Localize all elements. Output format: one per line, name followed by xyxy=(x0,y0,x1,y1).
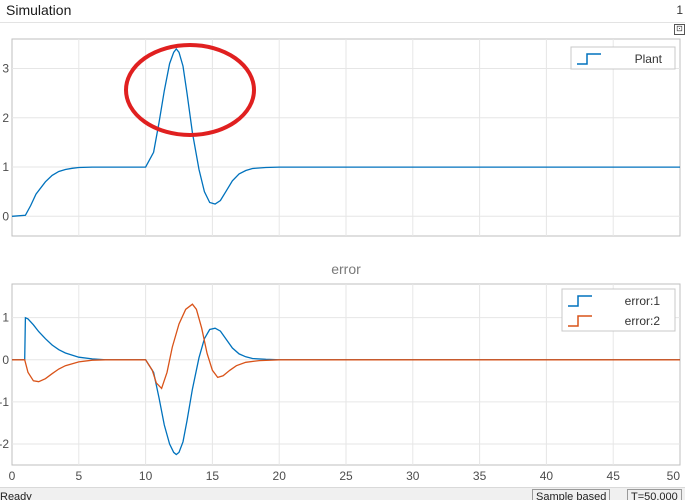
highlight-ellipse xyxy=(124,43,256,137)
x-tick-label: 15 xyxy=(206,469,220,483)
legend-error2-swatch xyxy=(568,315,592,327)
y-tick-label: -1 xyxy=(0,395,9,409)
plant-legend-box xyxy=(570,46,676,70)
scope-plots: 0 1 2 3 Plant error -2 -1 0 1 0 5 10 15 20 25 30 35 40… xyxy=(0,38,681,483)
sim-time-indicator: T=50.000 xyxy=(627,489,682,500)
x-tick-label: 5 xyxy=(75,469,82,483)
x-tick-label: 30 xyxy=(406,469,420,483)
error-plot-title: error xyxy=(331,261,361,277)
y-tick-label: -2 xyxy=(0,437,9,451)
error-legend[interactable]: error:1 error:2 xyxy=(561,288,676,332)
window-title-suffix: 1 xyxy=(676,3,683,17)
x-tick-label: 35 xyxy=(473,469,487,483)
y-tick-label: 2 xyxy=(2,111,9,125)
x-tick-label: 25 xyxy=(339,469,353,483)
plant-y-ticks: 0 1 2 3 xyxy=(2,62,9,224)
legend-plant-swatch xyxy=(577,53,601,65)
plant-series xyxy=(11,47,680,217)
series-line-plant xyxy=(11,47,680,217)
error-series xyxy=(12,303,680,456)
y-tick-label: 3 xyxy=(2,62,9,76)
x-tick-label: 10 xyxy=(139,469,153,483)
legend-error1-swatch xyxy=(568,295,592,307)
series-line-error-1 xyxy=(12,316,680,456)
y-tick-label: 1 xyxy=(2,311,9,325)
x-tick-label: 50 xyxy=(667,469,681,483)
x-tick-label: 20 xyxy=(273,469,287,483)
legend-plant-label: Plant xyxy=(635,52,663,66)
x-tick-label: 40 xyxy=(540,469,554,483)
status-bar: Ready Sample based T=50.000 xyxy=(0,487,685,500)
y-tick-label: 0 xyxy=(2,353,9,367)
legend-error2-label: error:2 xyxy=(625,314,661,328)
error-axes: -2 -1 0 1 0 5 10 15 20 25 30 35 40 45 50 error:1 erro… xyxy=(0,283,681,483)
y-tick-label: 1 xyxy=(2,160,9,174)
title-bar: Simulation 1 xyxy=(0,0,685,23)
sample-mode-indicator: Sample based xyxy=(532,489,611,500)
x-tick-label: 45 xyxy=(607,469,621,483)
plant-axes: 0 1 2 3 Plant xyxy=(2,38,681,237)
y-tick-label: 0 xyxy=(2,209,9,223)
x-tick-label: 0 xyxy=(9,469,16,483)
error-x-ticks: 0 5 10 15 20 25 30 35 40 45 50 xyxy=(9,469,681,483)
plant-legend[interactable]: Plant xyxy=(570,46,676,70)
legend-error1-label: error:1 xyxy=(625,294,661,308)
series-line-error-2 xyxy=(12,303,680,390)
error-y-ticks: -2 -1 0 1 xyxy=(0,311,9,451)
status-ready: Ready xyxy=(0,491,32,500)
window-title: Simulation xyxy=(6,2,72,18)
